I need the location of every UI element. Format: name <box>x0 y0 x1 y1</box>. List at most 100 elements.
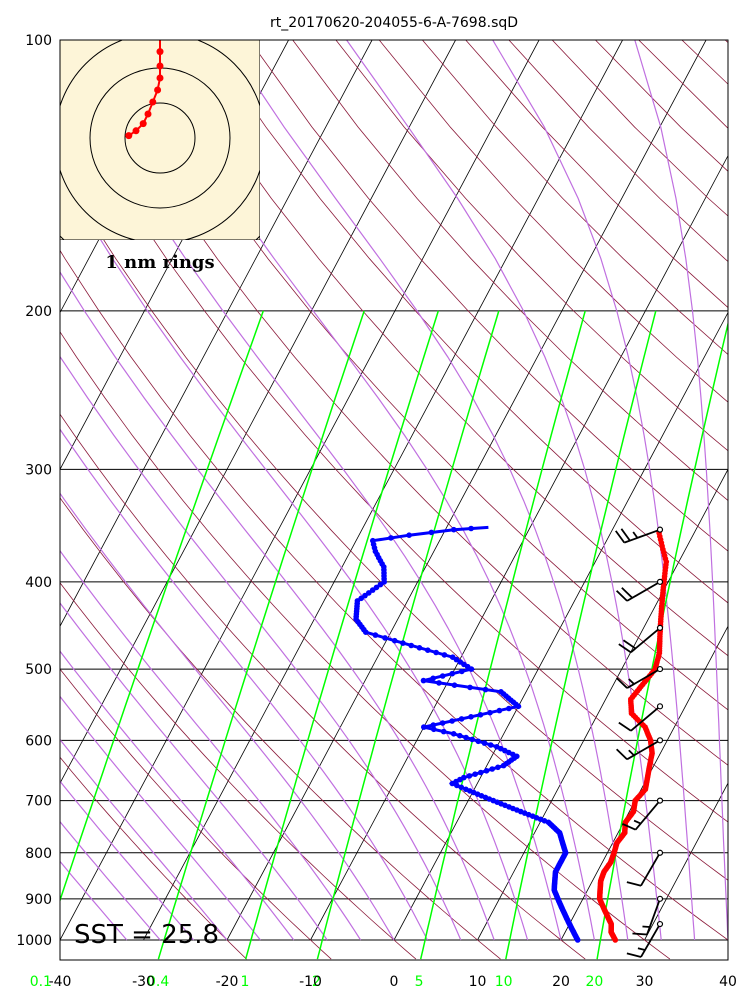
mixing-ratio-label: 0.1 <box>30 974 52 990</box>
wind-barb <box>618 703 664 732</box>
barb-full <box>618 643 632 654</box>
sounding-point <box>459 668 465 675</box>
sounding-point <box>425 647 431 653</box>
sounding-point <box>416 645 423 651</box>
sounding-point <box>451 682 458 688</box>
sounding-point <box>436 680 442 686</box>
wind-barb <box>632 895 664 936</box>
sounding-point <box>494 744 500 750</box>
sounding-point <box>477 712 484 718</box>
sounding-point <box>458 784 465 791</box>
sounding-point <box>478 769 484 776</box>
barb-full <box>620 528 631 542</box>
wind-barb <box>616 737 664 761</box>
sounding-point <box>472 771 478 777</box>
sounding-point <box>487 709 493 716</box>
sounding-point <box>481 740 488 746</box>
barb-full <box>626 952 642 958</box>
sounding-point <box>449 670 456 677</box>
sounding-point <box>372 632 379 638</box>
barb-full <box>616 677 628 689</box>
sounding-point <box>382 635 388 641</box>
moist-adiabat <box>129 40 595 941</box>
barb-station <box>656 895 664 902</box>
sounding-point <box>373 584 380 591</box>
isotherm <box>310 154 728 941</box>
sounding-point <box>495 764 501 771</box>
sst-label: SST = 25.8 <box>74 920 219 950</box>
barb-half <box>628 749 635 756</box>
barb-full <box>621 822 636 831</box>
barb-station <box>656 665 664 673</box>
pressure-tick-label: 200 <box>25 304 52 320</box>
barb-station <box>656 703 664 710</box>
sounding-point <box>489 766 496 772</box>
barb-staff <box>634 800 661 831</box>
hodograph-point <box>154 86 162 94</box>
dry-adiabat <box>119 40 728 711</box>
sounding-point <box>440 728 447 735</box>
hodograph-point <box>156 74 164 82</box>
sounding-point <box>457 732 463 739</box>
sounding-point <box>439 673 446 679</box>
hodograph-point <box>139 120 147 128</box>
hodograph-point <box>132 127 140 135</box>
sounding-point <box>506 705 512 712</box>
pressure-tick-label: 500 <box>25 662 52 678</box>
barb-station <box>656 797 664 804</box>
sounding-point <box>463 786 469 793</box>
mixing-ratio-line <box>505 310 657 960</box>
pressure-tick-label: 600 <box>25 733 52 749</box>
moist-adiabat <box>60 780 195 941</box>
barb-staff <box>640 923 661 958</box>
sounding-point <box>400 640 406 646</box>
moist-adiabat <box>60 270 495 941</box>
sounding-point <box>466 773 473 779</box>
sounding-point <box>498 689 504 695</box>
moist-adiabat <box>60 602 328 941</box>
sounding-point <box>496 707 503 714</box>
isotherm <box>644 782 728 941</box>
temperature-tick-label: 40 <box>719 974 737 990</box>
sounding-point <box>449 654 456 660</box>
barb-full <box>615 530 626 544</box>
temperature-tick-label: -40 <box>49 974 72 990</box>
sounding-point <box>391 637 398 644</box>
moist-adiabat <box>60 860 128 941</box>
hodograph-point <box>125 132 133 140</box>
barb-full <box>622 639 636 650</box>
pressure-tick-label: 1000 <box>16 933 52 949</box>
barb-station <box>656 920 664 928</box>
sounding-point <box>469 736 476 743</box>
mixing-ratio-label: 1 <box>241 974 250 990</box>
sounding-point <box>421 724 427 730</box>
sounding-point <box>428 529 435 536</box>
barb-half <box>642 925 650 928</box>
dry-adiabat <box>76 40 728 766</box>
mixing-ratio-label: 10 <box>495 974 513 990</box>
mixing-ratio-label: 5 <box>415 974 424 990</box>
mixing-ratio-line <box>244 310 440 960</box>
sounding-point <box>487 742 494 748</box>
wind-barb <box>618 624 664 654</box>
sounding-point <box>441 652 448 658</box>
mixing-ratio-label: 20 <box>586 974 604 990</box>
pressure-tick-label: 900 <box>25 892 52 908</box>
wind-barb <box>615 526 664 544</box>
mixing-ratio-line <box>60 310 265 903</box>
plot-frame <box>59 39 729 961</box>
wind-barbs <box>615 526 664 958</box>
temperature-tick-label: 20 <box>552 974 570 990</box>
dry-adiabat <box>60 582 417 960</box>
barb-full <box>618 721 632 732</box>
sounding-point <box>468 525 474 532</box>
pressure-tick-label: 800 <box>25 846 52 862</box>
hodograph-trace <box>128 40 161 137</box>
moist-adiabat <box>60 650 295 941</box>
sounding-point <box>468 714 474 720</box>
sounding-point <box>370 537 376 544</box>
wind-barb <box>626 920 664 958</box>
barb-staff <box>640 852 661 887</box>
dry-adiabat <box>335 40 728 452</box>
